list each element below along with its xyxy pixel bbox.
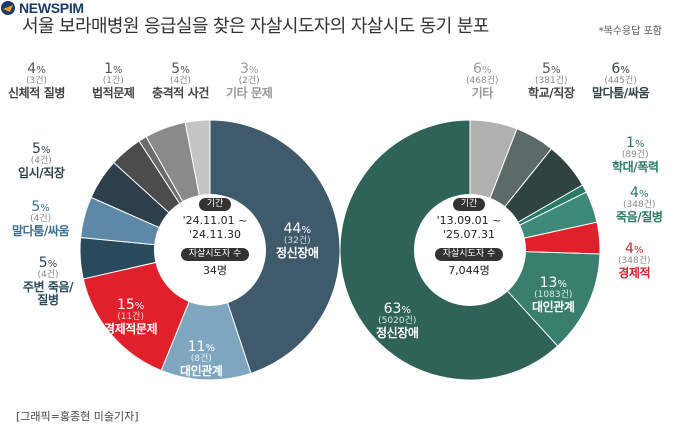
center-info: 기간 '13.09.01 ~ '25.07.31 자살시도자 수 7,044명 [434,198,504,277]
slice-label: 13% (1083건) 대인관계 [532,275,575,315]
slice-label: 3% (2건) 기타 문제 [226,61,273,101]
slice-label: 5% (381건) 학교/직장 [528,61,575,101]
slice-label: 4% (3건) 신체적 질병 [8,61,65,101]
slice-label: 4% (348건) 경제적 [618,241,651,281]
chart-title: 서울 보라매병원 응급실을 찾은 자살시도자의 자살시도 동기 분포 [22,16,489,37]
slice-label: 4% (348건) 죽음/질병 [616,185,663,225]
slice-label: 5% (4건) 주변 죽음/질병 [22,255,74,308]
footnote: *복수응답 포함 [598,26,662,37]
slice-label: 5% (4건) 입시/직장 [18,141,65,181]
slice-label: 5% (4건) 충격적 사건 [152,61,209,101]
logo: NEWSPIM [0,0,680,16]
slice-label: 15% (11건) 경제적문제 [104,297,158,337]
slice-label: 11% (8건) 대인관계 [180,339,223,379]
slice-label: 1% (89건) 학대/폭력 [612,135,659,175]
slice-label: 6% (468건) 기타 [466,61,499,101]
slice-label: 63% (5020건) 정신장애 [376,301,419,341]
pie-slice [209,119,341,375]
logo-icon [1,1,15,15]
slice-label: 44% (32건) 정신장애 [276,221,319,261]
credit: [그래픽=홍종현 미술기자] [16,410,139,423]
slice-label: 1% (1건) 법적문제 [92,61,135,101]
pie-slice [160,248,252,381]
slice-label: 5% (4건) 말다툼/싸움 [12,199,70,239]
slice-label: 6% (445건) 말다툼/싸움 [592,61,650,101]
center-info: 기간 '24.11.01 ~ '24.11.30 자살시도자 수 34명 [180,198,250,277]
